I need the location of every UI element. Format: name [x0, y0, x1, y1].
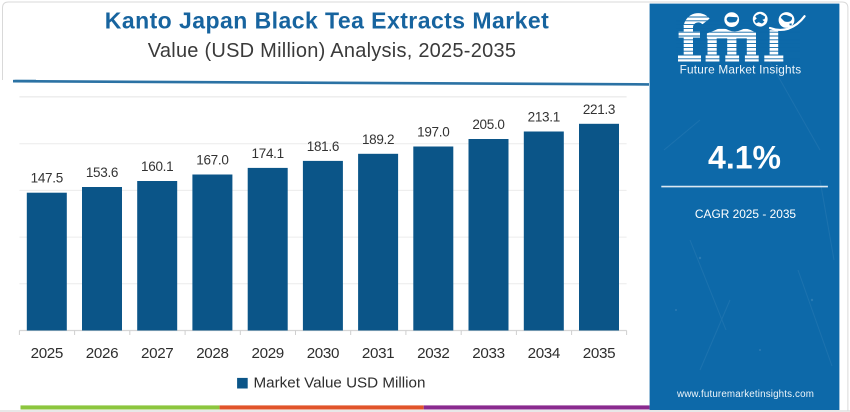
svg-text:2035: 2035: [583, 345, 615, 362]
svg-text:Future Market Insights: Future Market Insights: [680, 63, 802, 77]
svg-text:197.0: 197.0: [417, 125, 449, 140]
svg-text:189.2: 189.2: [362, 132, 394, 147]
svg-text:213.1: 213.1: [528, 110, 560, 125]
svg-text:2030: 2030: [307, 345, 339, 362]
svg-text:2033: 2033: [472, 345, 504, 362]
svg-text:Market Value USD Million: Market Value USD Million: [254, 375, 426, 392]
svg-text:205.0: 205.0: [472, 117, 504, 132]
svg-text:2025: 2025: [31, 345, 63, 362]
svg-text:2029: 2029: [252, 345, 284, 362]
svg-text:181.6: 181.6: [307, 139, 339, 154]
svg-text:4.1%: 4.1%: [708, 140, 781, 176]
svg-text:2034: 2034: [528, 345, 560, 362]
svg-text:160.1: 160.1: [141, 159, 173, 174]
svg-text:CAGR 2025 - 2035: CAGR 2025 - 2035: [695, 207, 797, 221]
svg-text:2032: 2032: [417, 345, 449, 362]
svg-text:2027: 2027: [141, 345, 173, 362]
svg-text:167.0: 167.0: [196, 153, 228, 168]
svg-text:221.3: 221.3: [583, 102, 615, 117]
svg-text:Kanto Japan Black Tea Extracts: Kanto Japan Black Tea Extracts Market: [105, 8, 549, 34]
svg-text:174.1: 174.1: [252, 146, 284, 161]
svg-text:2026: 2026: [86, 345, 118, 362]
svg-text:153.6: 153.6: [86, 165, 118, 180]
svg-text:Value (USD Million) Analysis,: Value (USD Million) Analysis, 2025-2035: [148, 40, 516, 62]
svg-text:147.5: 147.5: [31, 171, 63, 186]
svg-text:2028: 2028: [196, 345, 228, 362]
svg-text:www.futuremarketinsights.com: www.futuremarketinsights.com: [676, 389, 814, 400]
svg-text:2031: 2031: [362, 345, 394, 362]
